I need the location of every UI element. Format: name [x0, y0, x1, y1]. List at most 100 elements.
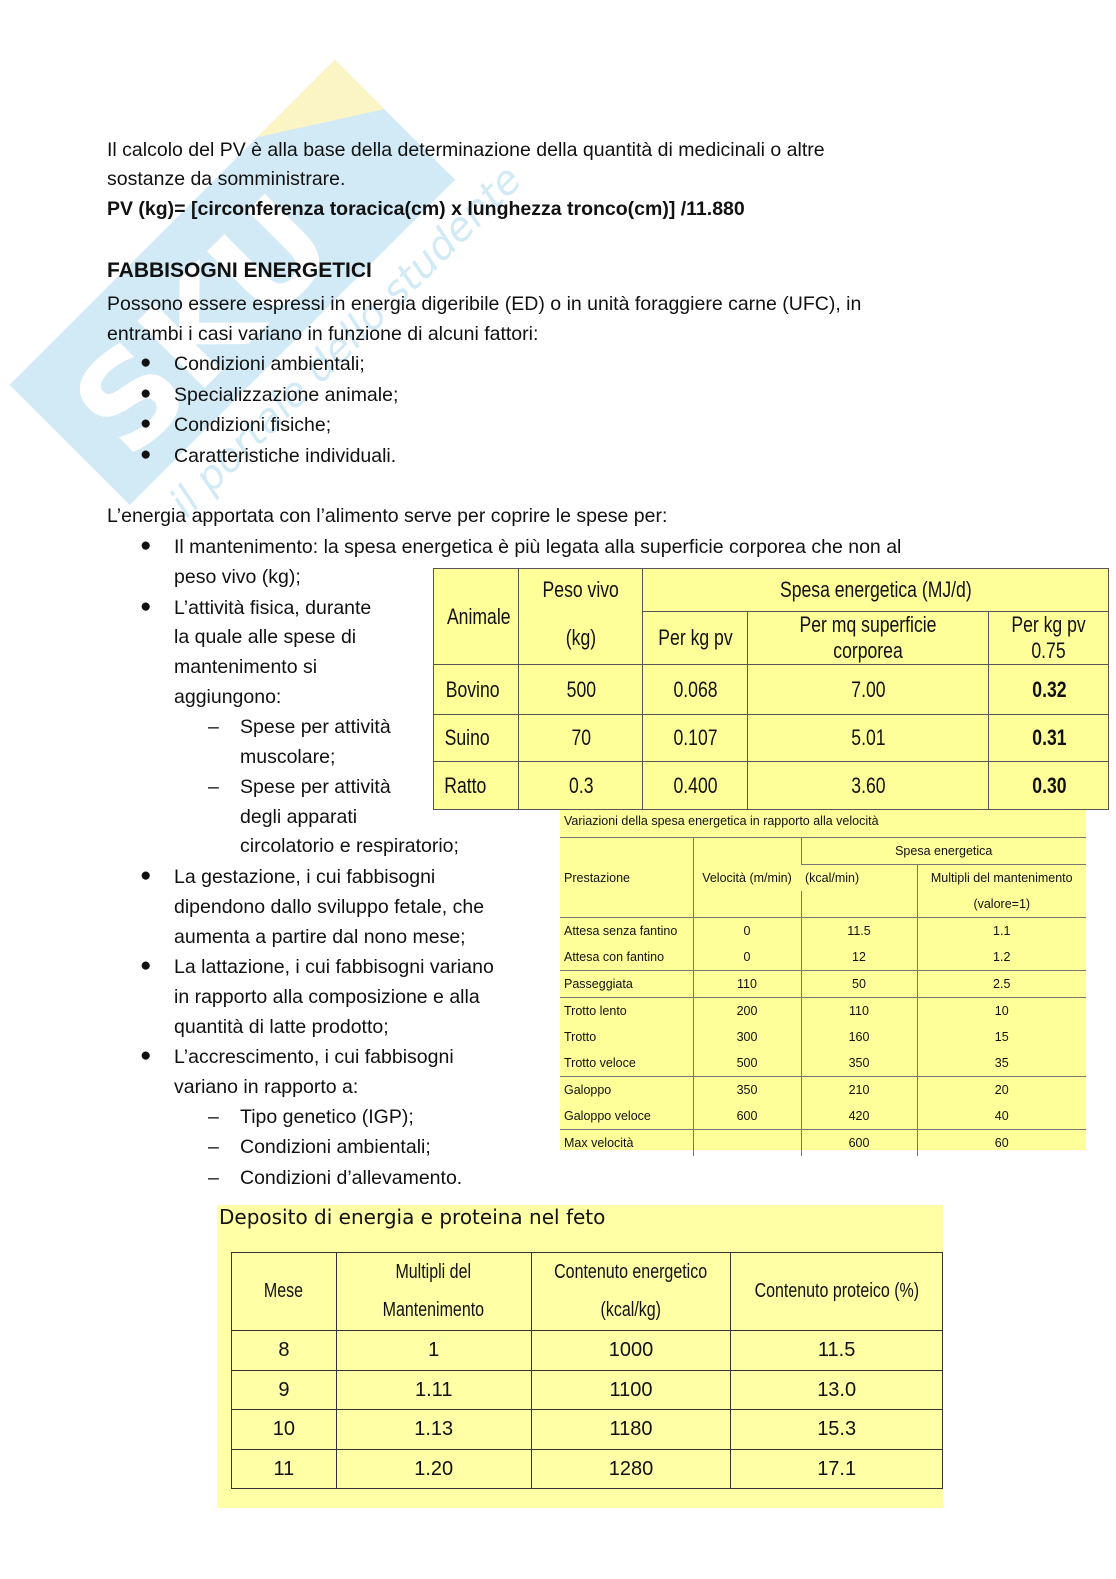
header-cell: Spesa energetica [800, 837, 1086, 865]
section-heading: FABBISOGNI ENERGETICI [107, 259, 372, 282]
sub-item-line: Condizioni ambientali; [240, 1136, 431, 1158]
header-cell: Animale [432, 568, 520, 665]
sub-item-line: Condizioni d’allevamento. [240, 1167, 463, 1189]
energy-expense-table: Animale Peso vivo Spesa energetica (MJ/d… [432, 568, 1110, 810]
bullet-icon: ● [140, 444, 152, 465]
list-item-line: La lattazione, i cui fabbisogni variano [174, 956, 494, 978]
cell: 0.068 [673, 676, 718, 702]
bullet-icon: ● [140, 352, 152, 373]
header-cell: (kcal/kg) [530, 1291, 732, 1331]
table-row: 10 1.13 1180 15.3 [231, 1409, 943, 1450]
sub-item-line: circolatorio e respiratorio; [240, 835, 459, 857]
table-row: Galoppo veloce 600 420 40 [560, 1103, 1086, 1130]
header-cell: Contenuto proteico (%) [730, 1252, 943, 1331]
sub-item-line: muscolare; [240, 746, 336, 768]
factor-item: Condizioni ambientali; [174, 353, 365, 375]
header-cell: Multipli del mantenimento [916, 864, 1086, 891]
bullet-icon: ● [140, 1045, 152, 1066]
table-row: Suino 70 0.107 5.01 0.31 [432, 714, 1110, 762]
paragraph-line: L’energia apportata con l’alimento serve… [107, 505, 668, 527]
sub-item-line: Spese per attività [240, 776, 391, 798]
bullet-icon: ● [140, 596, 152, 617]
header-cell: Multipli del [335, 1252, 532, 1292]
cell: Bovino [445, 676, 500, 702]
table-row: Passeggiata 110 50 2.5 [560, 970, 1086, 998]
factor-item: Specializzazione animale; [174, 384, 399, 406]
cell: 0.107 [673, 725, 718, 750]
header-cell: (valore=1) [916, 891, 1086, 918]
bullet-icon: ● [140, 865, 152, 886]
header-cell: Spesa energetica (MJ/d) [642, 568, 1110, 612]
list-item-line: variano in rapporto a: [174, 1076, 359, 1098]
header-cell: Velocità (m/min) [692, 837, 801, 918]
cell: 0.31 [1031, 725, 1067, 750]
dash-icon: – [208, 1136, 219, 1158]
header-cell: (kg) [518, 611, 644, 665]
dash-icon: – [208, 716, 219, 738]
bullet-icon: ● [140, 535, 152, 556]
intro-line: Il calcolo del PV è alla base della dete… [107, 139, 825, 161]
bullet-icon: ● [140, 383, 152, 404]
cell: Suino [444, 725, 490, 750]
formula: PV (kg)= [circonferenza toracica(cm) x l… [107, 198, 745, 220]
table-row: 8 1 1000 11.5 [231, 1330, 943, 1371]
table-row: Trotto 300 160 15 [560, 1024, 1086, 1050]
table-row: Attesa senza fantino 0 11.5 1.1 [560, 917, 1086, 944]
list-item-line: L’attività fisica, durante [174, 597, 372, 619]
cell: 3.60 [851, 772, 886, 798]
table-row: Ratto 0.3 0.400 3.60 0.30 [432, 761, 1110, 810]
cell: 5.01 [851, 725, 886, 750]
bullet-icon: ● [140, 413, 152, 434]
table-row: Trotto veloce 500 350 35 [560, 1050, 1086, 1077]
cell: 0.32 [1031, 676, 1067, 702]
cell: 500 [566, 676, 596, 702]
list-item-line: peso vivo (kg); [174, 566, 301, 588]
factor-item: Caratteristiche individuali. [174, 445, 397, 467]
table-row: 9 1.11 1100 13.0 [231, 1370, 943, 1410]
header-cell: Per mq superficie corporea [747, 611, 990, 665]
paragraph-line: Possono essere espressi in energia diger… [107, 293, 862, 315]
header-cell: Per kg pv 0.75 [988, 611, 1110, 665]
cell: 0.400 [673, 772, 718, 798]
fetal-deposit-table: Deposito di energia e proteina nel feto … [217, 1205, 943, 1508]
intro-line: sostanze da somministrare. [107, 168, 346, 190]
header-cell: Prestazione [560, 837, 693, 918]
table-row: Galoppo 350 210 20 [560, 1076, 1086, 1103]
header-cell: Peso vivo [518, 568, 644, 612]
list-item-line: L’accrescimento, i cui fabbisogni [174, 1046, 454, 1068]
cell: 0.3 [568, 772, 594, 798]
list-item-line: la quale alle spese di [174, 626, 357, 648]
list-item-line: aumenta a partire dal nono mese; [174, 926, 466, 948]
list-item-line: mantenimento si [174, 656, 318, 678]
table-row: Trotto lento 200 110 10 [560, 997, 1086, 1024]
sub-item-line: Tipo genetico (IGP); [240, 1106, 414, 1128]
list-item-line: in rapporto alla composizione e alla [174, 986, 480, 1008]
dash-icon: – [208, 1106, 219, 1128]
list-item-line: aggiungono: [174, 686, 282, 708]
header-cell: Contenuto energetico [530, 1252, 732, 1292]
cell: Ratto [444, 772, 487, 798]
sub-item-line: degli apparati [240, 806, 358, 828]
cell: 7.00 [851, 676, 886, 702]
speed-energy-table: Variazioni della spesa energetica in rap… [560, 810, 1086, 1156]
list-item-line: dipendono dallo sviluppo fetale, che [174, 896, 485, 918]
list-item-line: La gestazione, i cui fabbisogni [174, 866, 436, 888]
factor-item: Condizioni fisiche; [174, 414, 332, 436]
header-cell [800, 891, 917, 918]
sub-item-line: Spese per attività [240, 716, 391, 738]
table-row: Attesa con fantino 0 12 1.2 [560, 944, 1086, 971]
table-row: Max velocità 600 60 [560, 1129, 1086, 1156]
table-row: Bovino 500 0.068 7.00 0.32 [432, 664, 1110, 715]
dash-icon: – [208, 1167, 219, 1189]
table-row: 11 1.20 1280 17.1 [231, 1449, 943, 1489]
dash-icon: – [208, 776, 219, 798]
header-cell: Mese [231, 1252, 337, 1331]
cell: 70 [571, 725, 591, 750]
table-title: Variazioni della spesa energetica in rap… [564, 814, 879, 828]
list-item-line: Il mantenimento: la spesa energetica è p… [174, 536, 902, 558]
cell: 0.30 [1031, 772, 1067, 798]
header-cell: (kcal/min) [801, 864, 917, 891]
header-cell: Mantenimento [335, 1291, 532, 1331]
bullet-icon: ● [140, 955, 152, 976]
table-title: Deposito di energia e proteina nel feto [219, 1205, 606, 1229]
